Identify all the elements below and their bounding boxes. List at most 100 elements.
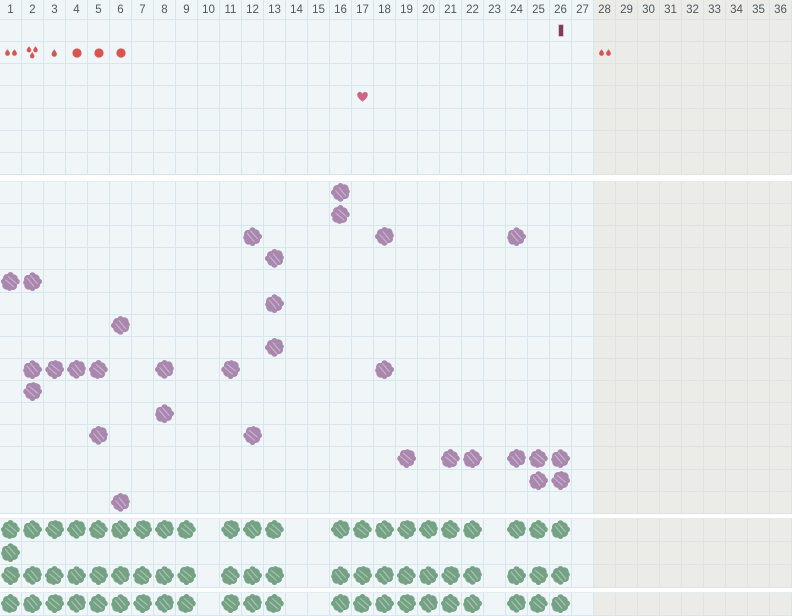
day-cell[interactable] (198, 425, 220, 448)
day-cell[interactable] (572, 447, 594, 470)
day-cell[interactable] (704, 42, 726, 65)
day-cell[interactable] (440, 469, 462, 492)
day-cell[interactable] (704, 358, 726, 382)
day-cell[interactable] (484, 204, 506, 227)
day-cell[interactable] (242, 518, 264, 542)
day-cell[interactable] (220, 204, 242, 227)
day-cell[interactable] (616, 152, 638, 175)
day-cell[interactable] (374, 314, 396, 337)
day-cell[interactable] (638, 314, 660, 337)
day-cell[interactable] (726, 425, 748, 448)
day-cell[interactable] (572, 336, 594, 359)
day-cell[interactable] (154, 248, 176, 271)
day-cell[interactable] (418, 152, 440, 175)
day-cell[interactable] (0, 204, 22, 227)
day-cell[interactable] (44, 204, 66, 227)
day-cell[interactable] (154, 270, 176, 293)
day-cell[interactable] (594, 248, 616, 271)
day-cell[interactable] (396, 20, 418, 43)
day-cell[interactable] (44, 86, 66, 109)
day-cell[interactable] (638, 42, 660, 65)
day-cell[interactable] (440, 541, 462, 565)
day-cell[interactable] (242, 108, 264, 131)
day-cell[interactable] (352, 42, 374, 65)
day-cell[interactable] (418, 491, 440, 514)
day-cell[interactable] (462, 86, 484, 109)
day-cell[interactable] (396, 447, 418, 470)
day-header-cell[interactable]: 13 (264, 0, 286, 20)
day-cell[interactable] (264, 64, 286, 87)
day-cell[interactable] (220, 336, 242, 359)
day-cell[interactable] (0, 130, 22, 153)
day-cell[interactable] (330, 381, 352, 404)
day-cell[interactable] (286, 270, 308, 293)
day-cell[interactable] (704, 336, 726, 359)
day-cell[interactable] (220, 86, 242, 109)
day-cell[interactable] (440, 20, 462, 43)
day-cell[interactable] (484, 541, 506, 565)
day-cell[interactable] (154, 469, 176, 492)
day-cell[interactable] (440, 42, 462, 65)
day-cell[interactable] (286, 518, 308, 542)
day-cell[interactable] (22, 226, 44, 249)
day-cell[interactable] (682, 469, 704, 492)
day-cell[interactable] (220, 381, 242, 404)
day-cell[interactable] (770, 469, 792, 492)
day-cell[interactable] (132, 86, 154, 109)
day-cell[interactable] (242, 447, 264, 470)
day-cell[interactable] (440, 226, 462, 249)
day-cell[interactable] (726, 403, 748, 426)
day-cell[interactable] (682, 541, 704, 565)
day-cell[interactable] (726, 108, 748, 131)
day-cell[interactable] (594, 403, 616, 426)
day-cell[interactable] (198, 314, 220, 337)
day-cell[interactable] (286, 564, 308, 588)
day-cell[interactable] (572, 469, 594, 492)
day-cell[interactable] (110, 358, 132, 382)
day-cell[interactable] (616, 20, 638, 43)
day-cell[interactable] (286, 491, 308, 514)
day-cell[interactable] (220, 425, 242, 448)
day-cell[interactable] (286, 20, 308, 43)
day-cell[interactable] (440, 491, 462, 514)
day-cell[interactable] (638, 381, 660, 404)
day-cell[interactable] (572, 518, 594, 542)
day-cell[interactable] (286, 42, 308, 65)
day-cell[interactable] (22, 64, 44, 87)
day-cell[interactable] (308, 42, 330, 65)
day-cell[interactable] (242, 292, 264, 315)
day-cell[interactable] (308, 181, 330, 205)
day-cell[interactable] (396, 403, 418, 426)
day-cell[interactable] (506, 447, 528, 470)
day-cell[interactable] (198, 447, 220, 470)
day-cell[interactable] (506, 314, 528, 337)
day-cell[interactable] (264, 86, 286, 109)
day-cell[interactable] (154, 518, 176, 542)
day-cell[interactable] (484, 447, 506, 470)
day-cell[interactable] (770, 358, 792, 382)
day-cell[interactable] (374, 491, 396, 514)
day-cell[interactable] (286, 292, 308, 315)
day-cell[interactable] (198, 358, 220, 382)
day-cell[interactable] (110, 447, 132, 470)
day-cell[interactable] (682, 292, 704, 315)
day-cell[interactable] (418, 469, 440, 492)
day-cell[interactable] (616, 86, 638, 109)
day-cell[interactable] (330, 518, 352, 542)
day-cell[interactable] (88, 248, 110, 271)
day-cell[interactable] (726, 204, 748, 227)
day-cell[interactable] (462, 152, 484, 175)
day-cell[interactable] (286, 336, 308, 359)
day-cell[interactable] (594, 226, 616, 249)
day-cell[interactable] (440, 108, 462, 131)
day-cell[interactable] (682, 64, 704, 87)
day-cell[interactable] (748, 358, 770, 382)
day-cell[interactable] (198, 42, 220, 65)
day-cell[interactable] (44, 564, 66, 588)
day-cell[interactable] (572, 42, 594, 65)
day-cell[interactable] (110, 491, 132, 514)
day-cell[interactable] (22, 469, 44, 492)
day-cell[interactable] (682, 248, 704, 271)
day-cell[interactable] (88, 381, 110, 404)
day-cell[interactable] (220, 592, 242, 616)
